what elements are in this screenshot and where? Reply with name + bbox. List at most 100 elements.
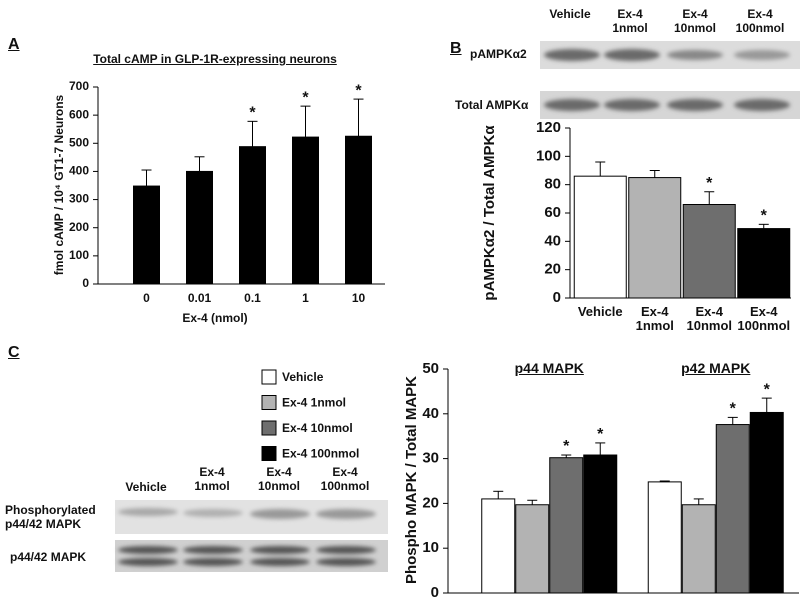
y-tick-label: 400 xyxy=(69,164,89,178)
bar xyxy=(715,424,750,594)
error-bar xyxy=(704,191,715,205)
lane-label: Vehicle xyxy=(125,480,167,494)
y-tick-label: 20 xyxy=(544,261,561,278)
x-axis-title: Ex-4 (nmol) xyxy=(182,311,248,325)
legend-label: Ex-4 100nmol xyxy=(282,447,359,461)
error-bar xyxy=(761,397,772,413)
x-tick-label: Ex-4 100nmol xyxy=(737,304,791,333)
error-bar xyxy=(693,498,704,505)
y-tick-label: 700 xyxy=(69,79,89,93)
bar xyxy=(186,170,213,285)
x-tick-label: 1 xyxy=(302,291,309,305)
lane-label: Ex-4 10nmol xyxy=(257,465,300,493)
lane-label: Ex-4 1nmol xyxy=(194,465,230,493)
lane-label: Ex-4 100nmol xyxy=(320,465,370,493)
bar xyxy=(647,481,682,594)
legend-label: Ex-4 1nmol xyxy=(282,396,346,410)
significance-mark: * xyxy=(764,381,771,398)
x-tick-label: Ex-4 10nmol xyxy=(686,304,732,333)
bar xyxy=(481,498,516,594)
y-tick-label: 500 xyxy=(69,135,89,149)
significance-mark: * xyxy=(355,82,362,99)
y-tick-label: 120 xyxy=(536,119,561,136)
chart-title: Total cAMP in GLP-1R-expressing neurons xyxy=(93,52,337,66)
y-axis-title: pAMPKα2 / Total AMPKα xyxy=(481,125,498,301)
y-tick-label: 200 xyxy=(69,220,89,234)
bar xyxy=(292,136,319,285)
blot-row-label: Total AMPKα xyxy=(455,98,529,112)
y-tick-label: 20 xyxy=(422,494,439,511)
y-tick-label: 600 xyxy=(69,107,89,121)
error-bar xyxy=(659,480,670,482)
y-tick-label: 300 xyxy=(69,192,89,206)
y-tick-label: 50 xyxy=(422,360,439,377)
error-bar xyxy=(758,223,769,229)
y-tick-label: 60 xyxy=(544,204,561,221)
y-axis-title: fmol cAMP / 10⁴ GT1-7 Neurons xyxy=(52,94,66,275)
panel-letter: A xyxy=(8,36,20,53)
blot-row-label: pAMPKα2 xyxy=(470,47,527,61)
y-tick-label: 0 xyxy=(82,276,89,290)
blot-c xyxy=(115,500,388,572)
y-tick-label: 40 xyxy=(544,232,561,249)
legend-swatch xyxy=(261,395,277,410)
error-bar xyxy=(561,454,572,458)
significance-mark: * xyxy=(563,438,570,455)
bar xyxy=(345,135,372,285)
significance-mark: * xyxy=(730,401,737,418)
bar xyxy=(681,504,716,594)
significance-mark: * xyxy=(761,208,768,225)
x-tick-label: 10 xyxy=(351,291,366,305)
lane-label: Ex-4 1nmol xyxy=(612,7,648,35)
significance-mark: * xyxy=(597,426,604,443)
error-bar xyxy=(595,161,606,177)
error-bar xyxy=(300,105,311,138)
error-bar xyxy=(194,156,205,172)
significance-mark: * xyxy=(706,175,713,192)
error-bar xyxy=(595,442,606,456)
y-tick-label: 0 xyxy=(431,584,439,601)
significance-mark: * xyxy=(302,89,309,106)
legend-swatch xyxy=(261,420,277,436)
error-bar xyxy=(527,499,538,505)
bar xyxy=(133,185,160,285)
panel-letter: B xyxy=(450,40,462,57)
lane-label: Ex-4 10nmol xyxy=(673,7,716,35)
y-tick-label: 0 xyxy=(553,289,561,306)
y-tick-label: 40 xyxy=(422,405,439,422)
bar xyxy=(549,457,584,594)
bar xyxy=(583,454,618,594)
bar xyxy=(628,177,682,299)
legend-label: Ex-4 10nmol xyxy=(282,421,353,435)
x-tick-label: Ex-4 1nmol xyxy=(635,304,674,333)
panel-letter: C xyxy=(8,344,20,361)
significance-mark: * xyxy=(249,105,256,122)
error-bar xyxy=(493,490,504,499)
group-title: p42 MAPK xyxy=(681,360,751,376)
x-tick-label: 0 xyxy=(143,291,150,305)
x-tick-label: 0.01 xyxy=(187,291,212,305)
x-tick-label: 0.1 xyxy=(244,291,261,305)
bar xyxy=(239,146,266,285)
error-bar xyxy=(727,416,738,425)
bar xyxy=(682,204,736,299)
group-title: p44 MAPK xyxy=(514,360,584,376)
blot-row-label: p44/42 MAPK xyxy=(10,550,87,564)
legend-swatch xyxy=(261,446,277,461)
x-tick-label: Vehicle xyxy=(577,304,623,319)
y-axis-title: Phospho MAPK / Total MAPK xyxy=(403,376,420,584)
lane-label: Vehicle xyxy=(549,7,591,21)
y-tick-label: 100 xyxy=(69,248,89,262)
bar xyxy=(749,411,784,594)
bar xyxy=(573,175,627,299)
y-tick-label: 80 xyxy=(544,176,561,193)
y-tick-label: 30 xyxy=(422,450,439,467)
legend-swatch xyxy=(261,369,277,385)
error-bar xyxy=(247,120,258,147)
y-tick-label: 10 xyxy=(422,539,439,556)
error-bar xyxy=(141,169,152,187)
bar xyxy=(737,228,791,299)
bar xyxy=(515,504,550,594)
error-bar xyxy=(353,98,364,137)
